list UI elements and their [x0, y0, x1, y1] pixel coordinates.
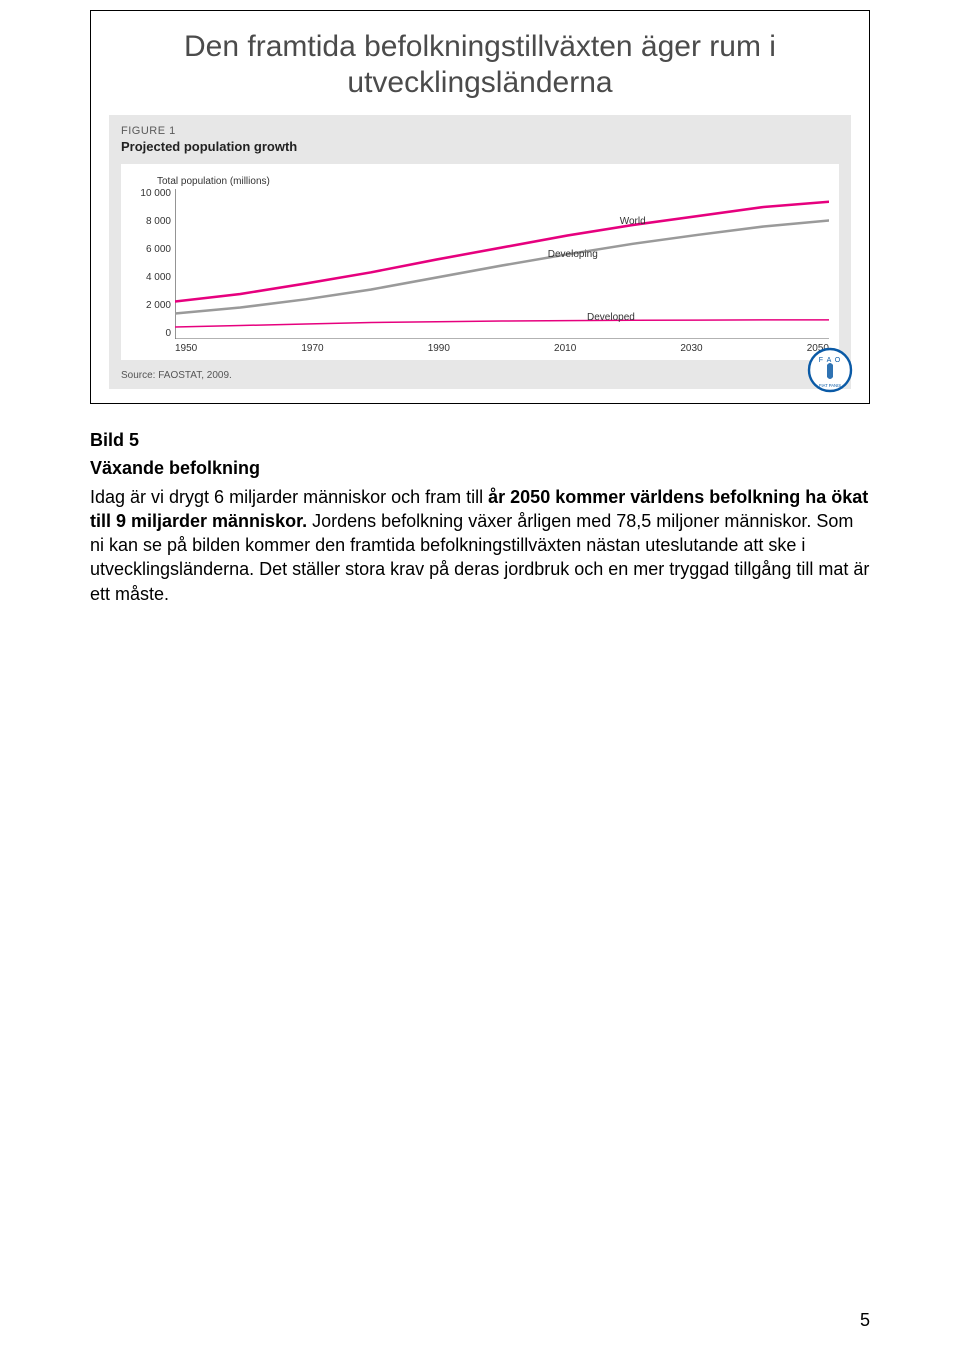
y-tick: 0 [165, 329, 171, 339]
body-paragraph: Idag är vi drygt 6 miljarder människor o… [90, 485, 870, 606]
slide-number-label: Bild 5 [90, 428, 870, 452]
body-text-run: Idag är vi drygt 6 miljarder människor o… [90, 487, 488, 507]
chart-area: 10 000 8 000 6 000 4 000 2 000 0 World Develop… [131, 189, 829, 339]
series-label: World [620, 216, 646, 227]
x-tick: 2010 [554, 343, 576, 354]
figure-subtitle: Projected population growth [121, 139, 839, 154]
figure-box: FIGURE 1 Projected population growth Tot… [109, 115, 851, 389]
fao-logo: F A O FIAT PANIS [807, 347, 853, 393]
x-axis: 195019701990201020302050 [131, 343, 829, 354]
x-tick: 2030 [680, 343, 702, 354]
y-axis: 10 000 8 000 6 000 4 000 2 000 0 [131, 189, 175, 339]
body-text: Bild 5 Växande befolkning Idag är vi dry… [90, 428, 870, 606]
series-label: Developed [587, 312, 635, 323]
x-tick: 1970 [301, 343, 323, 354]
svg-text:F A O: F A O [819, 357, 842, 364]
y-tick: 6 000 [146, 245, 171, 255]
chart: Total population (millions) 10 000 8 000 6… [121, 164, 839, 360]
body-heading: Växande befolkning [90, 456, 870, 480]
y-tick: 10 000 [140, 189, 171, 199]
svg-text:FIAT PANIS: FIAT PANIS [819, 383, 841, 388]
y-axis-title: Total population (millions) [131, 176, 829, 187]
series-label: Developing [548, 249, 598, 260]
y-tick: 4 000 [146, 273, 171, 283]
slide-frame: Den framtida befolkningstillväxten äger … [90, 10, 870, 404]
x-tick: 1950 [175, 343, 197, 354]
y-tick: 8 000 [146, 217, 171, 227]
page-number: 5 [860, 1310, 870, 1331]
x-tick: 1990 [428, 343, 450, 354]
figure-source: Source: FAOSTAT, 2009. [121, 370, 839, 381]
slide-title: Den framtida befolkningstillväxten äger … [109, 29, 851, 101]
plot-area: World Developing Developed [175, 189, 829, 339]
page: Den framtida befolkningstillväxten äger … [0, 10, 960, 1351]
figure-label: FIGURE 1 [121, 125, 839, 137]
y-tick: 2 000 [146, 301, 171, 311]
